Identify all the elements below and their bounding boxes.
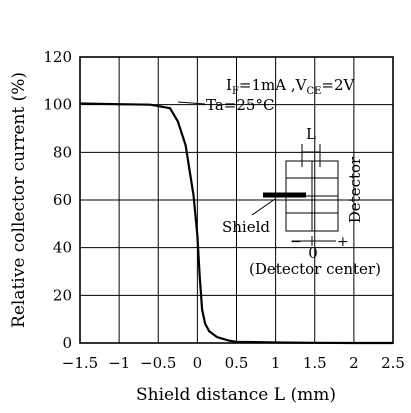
y-tick-label: 60 xyxy=(53,191,72,209)
inset-shield-label: Shield xyxy=(222,218,270,236)
temperature-text: Ta=25°C xyxy=(206,96,274,114)
y-tick-label: 20 xyxy=(53,286,72,304)
x-tick-label: −1.5 xyxy=(62,354,98,372)
inset-center-label: (Detector center) xyxy=(249,260,381,278)
y-tick-labels: 0 20 40 60 80 100 120 xyxy=(43,48,72,352)
y-axis-label: Relative collector current (%) xyxy=(9,72,29,328)
x-tick-label: 0 xyxy=(193,354,203,372)
x-tick-labels: −1.5 −1 −0.5 0 0.5 1 1.5 2 2.5 xyxy=(62,354,405,372)
inset-diagram: L Shield Detector − + 0 (Detector center… xyxy=(222,125,381,278)
y-tick-label: 100 xyxy=(43,96,72,114)
collector-current-curve xyxy=(79,102,393,345)
x-tick-label: 1.5 xyxy=(303,354,327,372)
x-tick-label: 1 xyxy=(271,354,281,372)
x-tick-label: −0.5 xyxy=(140,354,176,372)
x-tick-label: 0.5 xyxy=(225,354,249,372)
inset-detector-label: Detector xyxy=(346,156,364,223)
x-tick-label: 2 xyxy=(349,354,359,372)
inset-l-label: L xyxy=(306,125,316,143)
inset-minus: − xyxy=(290,234,302,250)
x-tick-label: −1 xyxy=(108,354,130,372)
temperature-leader xyxy=(177,101,206,105)
x-axis-label: Shield distance L (mm) xyxy=(136,385,336,405)
y-tick-label: 120 xyxy=(43,48,72,66)
shield-leader xyxy=(251,198,276,216)
x-tick-label: 2.5 xyxy=(381,354,405,372)
y-tick-label: 40 xyxy=(53,239,72,257)
conditions-text: IF=1mA ,VCE=2V xyxy=(226,76,356,97)
inset-plus: + xyxy=(337,234,349,250)
y-tick-label: 80 xyxy=(53,143,72,161)
y-tick-label: 0 xyxy=(62,334,72,352)
series-layer xyxy=(79,102,393,345)
plot-frame xyxy=(79,56,394,344)
inset-zero: 0 xyxy=(308,244,318,262)
